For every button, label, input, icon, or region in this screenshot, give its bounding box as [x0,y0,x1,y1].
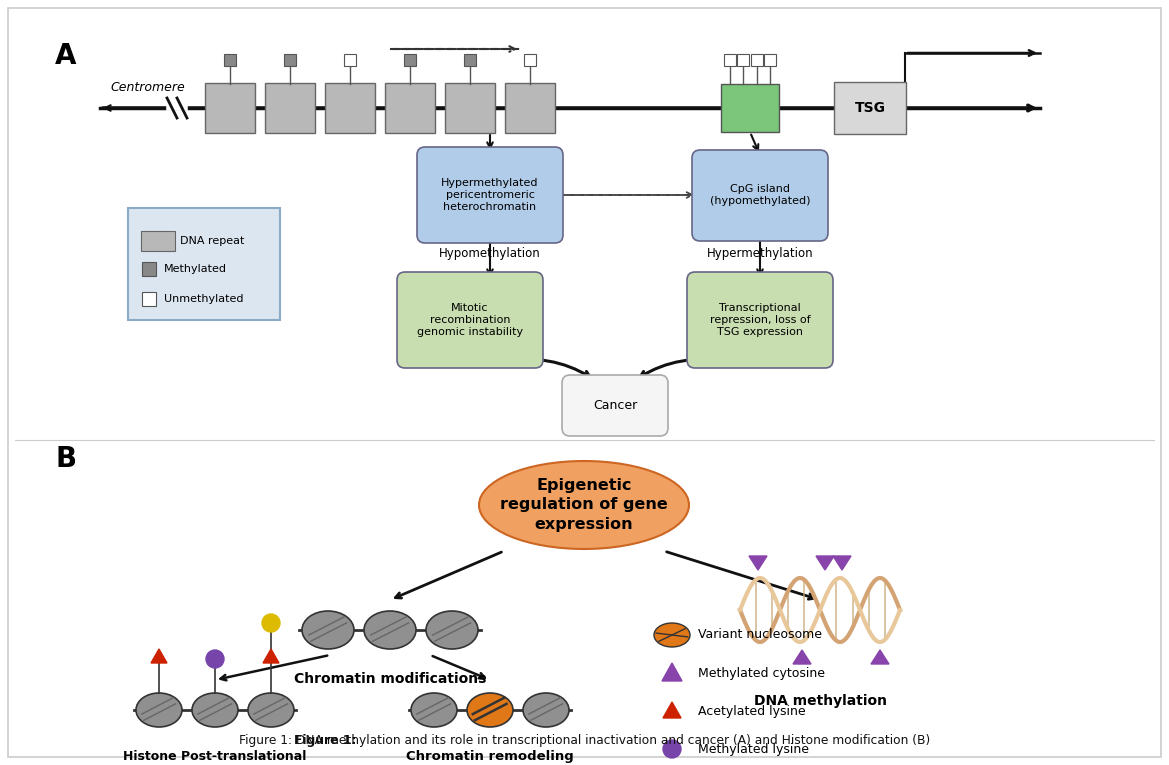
Bar [344,54,357,66]
Polygon shape [662,663,682,681]
Text: Methylated: Methylated [164,264,227,274]
Ellipse shape [136,693,182,727]
FancyBboxPatch shape [325,83,375,133]
Text: Acetylated lysine: Acetylated lysine [698,705,805,718]
Polygon shape [151,649,167,663]
Polygon shape [749,556,767,570]
Bar [765,54,776,66]
Text: Histone Post-translational
modifications: Histone Post-translational modifications [123,750,306,765]
Bar [724,54,736,66]
FancyBboxPatch shape [687,272,833,368]
Text: Chromatin modifications: Chromatin modifications [293,672,486,686]
Text: A: A [55,42,76,70]
Bar [721,84,779,132]
Text: Methylated lysine: Methylated lysine [698,743,809,756]
Polygon shape [793,650,811,664]
Circle shape [663,740,682,758]
Polygon shape [263,649,279,663]
Text: Figure 1:: Figure 1: [295,734,357,747]
FancyBboxPatch shape [833,82,906,134]
FancyBboxPatch shape [265,83,314,133]
FancyBboxPatch shape [397,272,542,368]
Text: Mitotic
recombination
genomic instability: Mitotic recombination genomic instabilit… [417,303,523,337]
Ellipse shape [411,693,457,727]
Polygon shape [663,702,682,718]
Text: Unmethylated: Unmethylated [164,294,243,304]
Polygon shape [833,556,851,570]
Polygon shape [816,556,833,570]
Text: Methylated cytosine: Methylated cytosine [698,666,825,679]
FancyBboxPatch shape [445,83,494,133]
Text: Transcriptional
repression, loss of
TSG expression: Transcriptional repression, loss of TSG … [710,303,810,337]
Text: Variant nucleosome: Variant nucleosome [698,629,822,642]
Ellipse shape [302,611,354,649]
Ellipse shape [248,693,293,727]
Bar [464,54,476,66]
FancyBboxPatch shape [127,208,281,320]
Bar [736,54,749,66]
FancyBboxPatch shape [417,147,563,243]
Text: Epigenetic
regulation of gene
expression: Epigenetic regulation of gene expression [500,477,667,532]
FancyBboxPatch shape [692,150,828,241]
Text: B: B [55,445,76,473]
Text: DNA methylation: DNA methylation [754,694,886,708]
FancyBboxPatch shape [385,83,435,133]
Circle shape [206,650,224,668]
Ellipse shape [653,623,690,647]
Ellipse shape [523,693,569,727]
FancyBboxPatch shape [205,83,255,133]
Bar [404,54,416,66]
Bar [141,262,155,276]
Text: Hypermethylated
pericentromeric
heterochromatin: Hypermethylated pericentromeric heteroch… [441,177,539,213]
FancyBboxPatch shape [141,231,175,251]
Text: Chromatin remodeling: Chromatin remodeling [406,750,574,763]
Ellipse shape [466,693,513,727]
Text: Cancer: Cancer [593,399,637,412]
Bar [284,54,296,66]
FancyBboxPatch shape [505,83,555,133]
Text: Hypermethylation: Hypermethylation [707,247,814,260]
Circle shape [262,614,281,632]
Text: CpG island
(hypomethylated): CpG island (hypomethylated) [710,184,810,207]
Text: Hypomethylation: Hypomethylation [440,247,541,260]
Text: DNA repeat: DNA repeat [180,236,244,246]
Ellipse shape [364,611,416,649]
Text: TSG: TSG [855,101,885,115]
Text: Figure 1: DNA methylation and its role in transcriptional inactivation and cance: Figure 1: DNA methylation and its role i… [238,734,931,747]
Bar [524,54,537,66]
Ellipse shape [192,693,238,727]
Bar [224,54,236,66]
Text: Centromere: Centromere [110,81,185,94]
Polygon shape [871,650,888,664]
Bar [750,54,763,66]
Ellipse shape [479,461,689,549]
FancyBboxPatch shape [562,375,667,436]
Ellipse shape [426,611,478,649]
Bar [141,292,155,306]
